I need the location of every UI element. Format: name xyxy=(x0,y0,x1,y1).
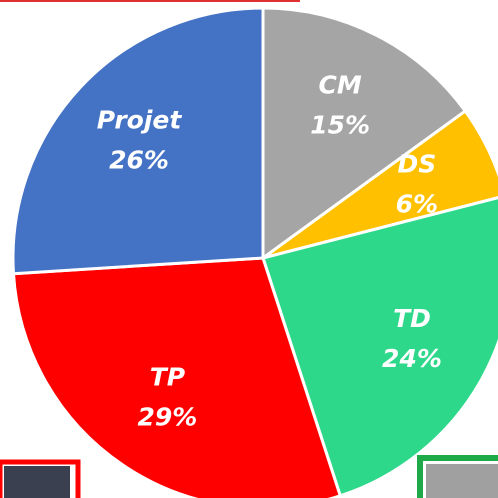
page: {"chart_data": {"type": "pie", "categori… xyxy=(0,0,498,498)
slice-label: Projet xyxy=(97,106,183,135)
thumbnail xyxy=(4,466,70,498)
slice-label: TD xyxy=(393,304,431,333)
slice-value-label: 15% xyxy=(310,111,370,140)
slice-value-label: 29% xyxy=(138,403,198,432)
thumbnail xyxy=(426,464,498,498)
slice-label: TP xyxy=(150,363,185,392)
slice-value-label: 24% xyxy=(382,344,442,373)
slice-label: DS xyxy=(397,150,436,179)
slice-value-label: 6% xyxy=(396,190,438,219)
pie: CM 15% DS 6% TD 24% TP 29% Projet 26% xyxy=(13,8,498,498)
chart: CM 15% DS 6% TD 24% TP 29% Projet 26% xyxy=(0,0,498,498)
slice-value-label: 26% xyxy=(109,146,169,175)
slice-label: CM xyxy=(319,71,362,100)
